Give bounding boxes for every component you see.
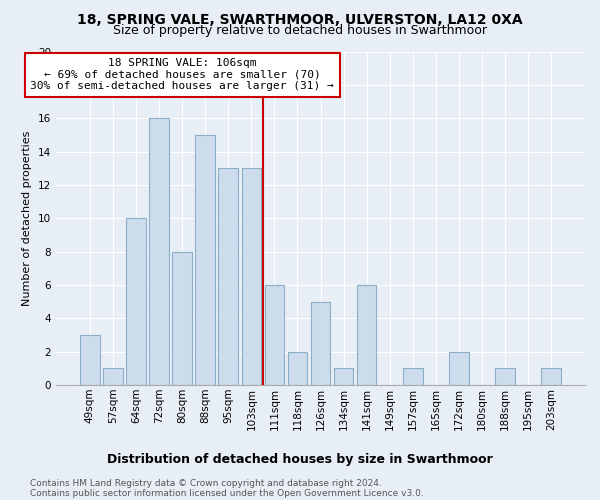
Bar <box>449 352 469 385</box>
Bar <box>172 252 192 385</box>
Text: Distribution of detached houses by size in Swarthmoor: Distribution of detached houses by size … <box>107 452 493 466</box>
Bar <box>495 368 515 385</box>
Bar <box>287 352 307 385</box>
Text: Size of property relative to detached houses in Swarthmoor: Size of property relative to detached ho… <box>113 24 487 37</box>
Bar <box>196 135 215 385</box>
Text: Contains HM Land Registry data © Crown copyright and database right 2024.: Contains HM Land Registry data © Crown c… <box>30 479 382 488</box>
Bar <box>126 218 146 385</box>
Bar <box>242 168 261 385</box>
Bar <box>218 168 238 385</box>
Bar <box>403 368 422 385</box>
Bar <box>265 285 284 385</box>
Bar <box>334 368 353 385</box>
Bar <box>311 302 331 385</box>
Bar <box>80 335 100 385</box>
Y-axis label: Number of detached properties: Number of detached properties <box>22 130 32 306</box>
Bar <box>103 368 123 385</box>
Text: 18 SPRING VALE: 106sqm
← 69% of detached houses are smaller (70)
30% of semi-det: 18 SPRING VALE: 106sqm ← 69% of detached… <box>30 58 334 92</box>
Bar <box>357 285 376 385</box>
Text: Contains public sector information licensed under the Open Government Licence v3: Contains public sector information licen… <box>30 489 424 498</box>
Bar <box>541 368 561 385</box>
Bar <box>149 118 169 385</box>
Text: 18, SPRING VALE, SWARTHMOOR, ULVERSTON, LA12 0XA: 18, SPRING VALE, SWARTHMOOR, ULVERSTON, … <box>77 12 523 26</box>
